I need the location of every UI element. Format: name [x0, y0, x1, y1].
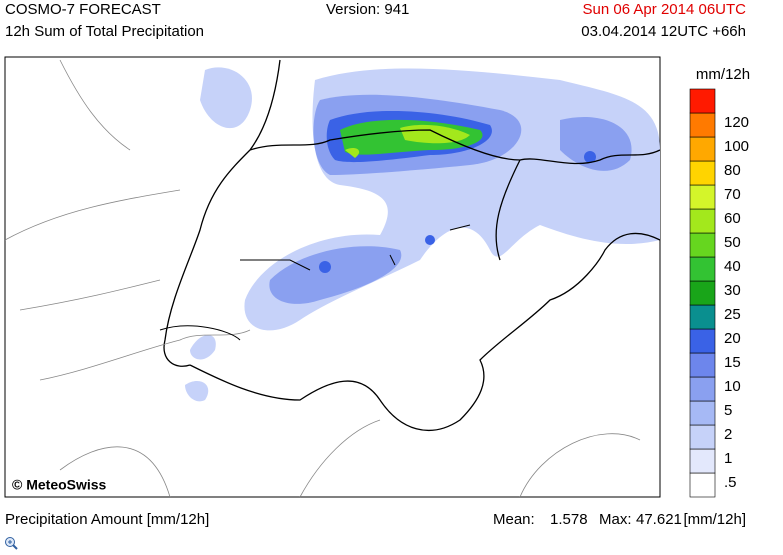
- legend-label: 25: [724, 306, 741, 323]
- legend-swatch: [689, 400, 716, 426]
- legend-swatch: [689, 352, 716, 378]
- map: © MeteoSwiss: [4, 56, 661, 498]
- model: COSMO-7 FORECAST: [5, 1, 161, 18]
- version: Version: 941: [326, 1, 409, 18]
- footer-unit: [mm/12h]: [683, 511, 746, 528]
- legend-swatch: [689, 136, 716, 162]
- legend-swatch: [689, 160, 716, 186]
- legend-label: 50: [724, 234, 741, 251]
- credit-box: [8, 475, 118, 495]
- legend-swatch: [689, 424, 716, 450]
- legend-label: 2: [724, 426, 732, 443]
- legend-swatch: [689, 208, 716, 234]
- coastlines: [4, 59, 641, 498]
- legend-swatch: [689, 280, 716, 306]
- credit: © MeteoSwiss: [12, 477, 107, 493]
- product: 12h Sum of Total Precipitation: [5, 23, 204, 40]
- legend-label: 120: [724, 114, 749, 131]
- legend-label: 60: [724, 210, 741, 227]
- legend-label: .5: [724, 474, 737, 491]
- max-value: 47.621: [636, 511, 682, 528]
- lakes: [159, 224, 471, 341]
- legend-label: 20: [724, 330, 741, 347]
- mean-label: Mean:: [493, 511, 535, 528]
- legend-swatch: [689, 112, 716, 138]
- max-label: Max:: [599, 511, 632, 528]
- legend-swatch: [689, 304, 716, 330]
- run-time: 03.04.2014 12UTC +66h: [581, 23, 746, 40]
- footer-label: Precipitation Amount [mm/12h]: [5, 511, 209, 528]
- legend-swatch: [689, 472, 716, 498]
- legend-label: 40: [724, 258, 741, 275]
- legend-label: 15: [724, 354, 741, 371]
- precip-very-heavy: [345, 124, 470, 158]
- legend-swatch: [689, 448, 716, 474]
- legend-swatch: [689, 88, 716, 114]
- legend-unit: mm/12h: [696, 66, 750, 83]
- legend-label: 80: [724, 162, 741, 179]
- legend-label: 100: [724, 138, 749, 155]
- mean-value: 1.578: [550, 511, 588, 528]
- legend-swatch: [689, 376, 716, 402]
- legend-swatch: [689, 232, 716, 258]
- legend-swatch: [689, 328, 716, 354]
- legend-label: 1: [724, 450, 732, 467]
- legend-label: 30: [724, 282, 741, 299]
- legend-label: 10: [724, 378, 741, 395]
- borders: [163, 59, 661, 432]
- legend-swatch: [689, 184, 716, 210]
- legend-label: 5: [724, 402, 732, 419]
- zoom-icon[interactable]: [5, 537, 18, 550]
- legend-swatch: [689, 256, 716, 282]
- valid-time: Sun 06 Apr 2014 06UTC: [583, 1, 747, 18]
- legend-label: 70: [724, 186, 741, 203]
